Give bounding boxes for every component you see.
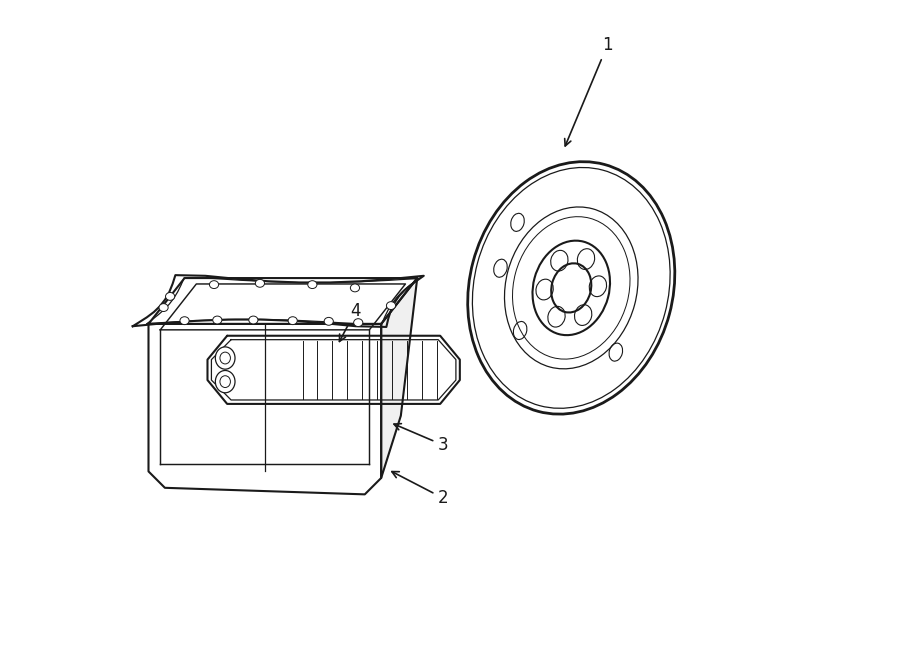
- Ellipse shape: [354, 319, 363, 327]
- Text: 3: 3: [394, 424, 449, 454]
- Text: 4: 4: [339, 302, 361, 342]
- Ellipse shape: [159, 303, 168, 311]
- Polygon shape: [382, 278, 418, 478]
- Ellipse shape: [386, 301, 396, 309]
- Ellipse shape: [256, 280, 265, 288]
- Ellipse shape: [288, 317, 297, 325]
- Ellipse shape: [210, 281, 219, 289]
- Ellipse shape: [166, 292, 175, 300]
- Polygon shape: [148, 278, 418, 324]
- Ellipse shape: [308, 281, 317, 289]
- Ellipse shape: [248, 316, 258, 324]
- Ellipse shape: [215, 347, 235, 369]
- Ellipse shape: [180, 317, 189, 325]
- Text: 2: 2: [392, 471, 449, 507]
- Polygon shape: [148, 324, 382, 494]
- Ellipse shape: [215, 370, 235, 393]
- Ellipse shape: [350, 284, 359, 292]
- Ellipse shape: [212, 316, 222, 324]
- Text: 1: 1: [564, 36, 613, 146]
- Ellipse shape: [324, 317, 333, 325]
